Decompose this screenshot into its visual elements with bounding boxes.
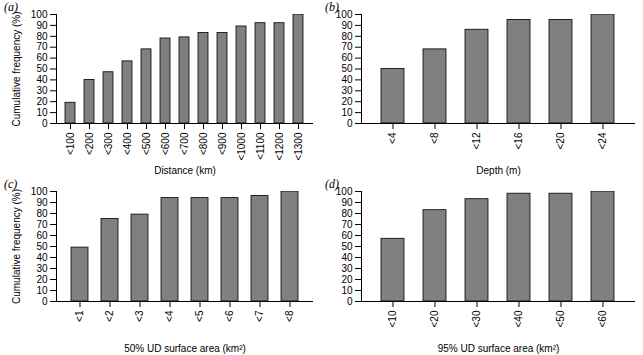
svg-text:<2: <2: [104, 310, 115, 322]
svg-text:<3: <3: [134, 310, 145, 322]
svg-text:<60: <60: [597, 310, 608, 327]
svg-text:<8: <8: [429, 132, 440, 144]
svg-text:<6: <6: [224, 310, 235, 322]
svg-text:<20: <20: [555, 132, 566, 149]
svg-text:60: 60: [341, 52, 353, 63]
html-text:(b): (b): [325, 0, 339, 14]
svg-text:70: 70: [36, 219, 48, 230]
svg-text:100: 100: [31, 186, 48, 197]
svg-text:<100: <100: [65, 132, 76, 155]
svg-text:30: 30: [341, 263, 353, 274]
html-text:(c): (c): [4, 177, 18, 191]
svg-text:60: 60: [341, 230, 353, 241]
svg-text:<300: <300: [103, 132, 114, 155]
svg-text:10: 10: [36, 107, 48, 118]
svg-text:90: 90: [341, 197, 353, 208]
svg-text:<400: <400: [122, 132, 133, 155]
svg-text:30: 30: [341, 85, 353, 96]
svg-text:<1: <1: [74, 310, 85, 322]
svg-text:90: 90: [36, 197, 48, 208]
svg-text:<40: <40: [513, 310, 524, 327]
svg-text:<600: <600: [160, 132, 171, 155]
svg-text:40: 40: [36, 252, 48, 263]
svg-text:Cumulative frequency (%): Cumulative frequency (%): [11, 11, 22, 126]
svg-text:<12: <12: [471, 132, 482, 149]
svg-text:90: 90: [341, 20, 353, 31]
svg-text:30: 30: [36, 263, 48, 274]
svg-text:60: 60: [36, 230, 48, 241]
svg-text:<4: <4: [387, 132, 398, 144]
svg-text:<200: <200: [84, 132, 95, 155]
svg-text:90: 90: [36, 20, 48, 31]
svg-text:30: 30: [36, 85, 48, 96]
svg-text:10: 10: [341, 285, 353, 296]
svg-text:50: 50: [341, 241, 353, 252]
svg-text:50: 50: [341, 63, 353, 74]
svg-text:<5: <5: [194, 310, 205, 322]
svg-text:<1000: <1000: [236, 132, 247, 161]
svg-text:0: 0: [42, 118, 48, 129]
svg-text:50: 50: [36, 241, 48, 252]
svg-text:<900: <900: [217, 132, 228, 155]
svg-text:60: 60: [36, 52, 48, 63]
svg-text:<50: <50: [555, 310, 566, 327]
svg-text:20: 20: [36, 274, 48, 285]
svg-text:80: 80: [341, 208, 353, 219]
html-text:(a): (a): [4, 0, 18, 14]
svg-text:Cumulative frequency (%): Cumulative frequency (%): [11, 189, 22, 304]
svg-text:95% UD surface area (km²): 95% UD surface area (km²): [438, 343, 560, 354]
svg-text:<700: <700: [179, 132, 190, 155]
svg-text:100: 100: [31, 9, 48, 20]
svg-text:80: 80: [36, 208, 48, 219]
svg-text:100: 100: [335, 185, 353, 197]
svg-text:<10: <10: [387, 310, 398, 327]
svg-text:<800: <800: [198, 132, 209, 155]
svg-text:<16: <16: [513, 132, 524, 149]
svg-text:70: 70: [341, 219, 353, 230]
svg-text:20: 20: [36, 96, 48, 107]
svg-text:20: 20: [341, 274, 353, 285]
svg-text:100: 100: [335, 8, 353, 20]
svg-text:<4: <4: [164, 310, 175, 322]
svg-text:<1200: <1200: [274, 132, 285, 161]
svg-text:<30: <30: [471, 310, 482, 327]
svg-text:70: 70: [341, 41, 353, 52]
svg-text:Distance (km): Distance (km): [154, 165, 216, 176]
svg-text:0: 0: [42, 296, 48, 307]
svg-text:40: 40: [36, 74, 48, 85]
svg-text:20: 20: [341, 96, 353, 107]
svg-text:0: 0: [347, 296, 353, 307]
svg-text:40: 40: [341, 74, 353, 85]
html-text:(d): (d): [325, 177, 339, 191]
svg-text:<8: <8: [284, 310, 295, 322]
svg-text:<24: <24: [597, 132, 608, 149]
svg-text:0: 0: [347, 118, 353, 129]
svg-text:70: 70: [36, 41, 48, 52]
svg-text:Depth (m): Depth (m): [476, 165, 520, 176]
svg-text:10: 10: [341, 107, 353, 118]
svg-text:<7: <7: [254, 310, 265, 322]
svg-text:<500: <500: [141, 132, 152, 155]
svg-text:50: 50: [36, 63, 48, 74]
svg-text:80: 80: [341, 31, 353, 42]
svg-text:<20: <20: [429, 310, 440, 327]
svg-text:50% UD surface area (km²): 50% UD surface area (km²): [124, 343, 246, 354]
svg-text:10: 10: [36, 285, 48, 296]
svg-text:<1100: <1100: [255, 132, 266, 160]
svg-text:40: 40: [341, 252, 353, 263]
svg-text:80: 80: [36, 31, 48, 42]
svg-text:<1300: <1300: [293, 132, 304, 161]
